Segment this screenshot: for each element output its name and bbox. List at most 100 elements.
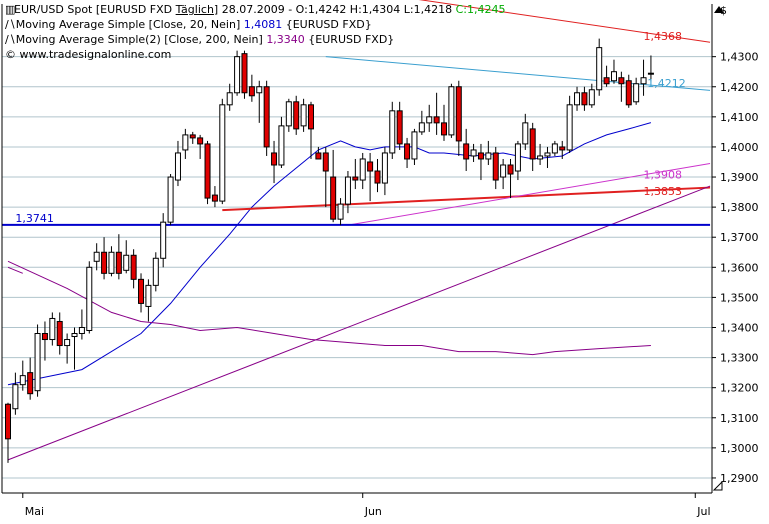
- candle-body: [448, 86, 455, 136]
- y-tick-label: 1,4200: [720, 81, 759, 94]
- legend-ma200-value: 1,3340: [266, 33, 305, 46]
- candle: [537, 143, 544, 165]
- candle-body: [27, 372, 34, 395]
- candle-body: [381, 152, 388, 184]
- candle-body: [64, 339, 71, 347]
- candle: [477, 143, 484, 181]
- candle: [625, 74, 632, 108]
- candle-body: [507, 164, 514, 175]
- candle: [610, 59, 617, 84]
- candle: [41, 321, 48, 361]
- candle: [322, 146, 329, 208]
- candle-body: [19, 375, 26, 386]
- candle: [426, 104, 433, 132]
- candle-body: [344, 176, 351, 205]
- candle: [588, 83, 595, 108]
- trendlines: [2, 0, 711, 461]
- candle-body: [647, 72, 654, 75]
- candle-body: [108, 251, 115, 274]
- candle-body: [574, 92, 581, 106]
- ma200-line: [7, 260, 651, 356]
- candle: [307, 101, 314, 159]
- candle: [596, 38, 603, 96]
- candlestick-icon: ▥: [5, 3, 16, 16]
- candle-body: [307, 104, 314, 130]
- candle: [381, 146, 388, 196]
- candle: [152, 252, 159, 292]
- candle-body: [248, 86, 255, 97]
- candle-body: [86, 266, 93, 332]
- scroll-up-icon: [714, 6, 724, 13]
- candle: [441, 104, 448, 141]
- candle: [78, 309, 85, 340]
- candle: [101, 237, 108, 280]
- candle-body: [492, 152, 499, 181]
- candle: [411, 128, 418, 165]
- candle: [256, 80, 263, 123]
- candle-body: [293, 101, 300, 130]
- candle: [64, 333, 71, 364]
- candle-body: [367, 161, 374, 172]
- candle-body: [56, 320, 63, 347]
- candles: [5, 38, 654, 463]
- candle-body: [581, 92, 588, 106]
- price-annotation: 1,3908: [644, 169, 683, 182]
- candle: [544, 146, 551, 169]
- candle: [145, 279, 152, 322]
- candle: [285, 98, 292, 132]
- candle-body: [463, 143, 470, 160]
- candle: [115, 234, 122, 280]
- candle: [551, 140, 558, 156]
- legend-ma20: ∕∖Moving Average Simple [Close, 20, Nein…: [5, 18, 372, 31]
- trendline: [7, 266, 23, 274]
- candle-body: [640, 77, 647, 85]
- y-tick-label: 1,3600: [720, 261, 759, 274]
- candle-body: [404, 143, 411, 160]
- candle: [174, 140, 181, 187]
- candle-body: [618, 77, 625, 85]
- candle-body: [93, 251, 100, 262]
- line-icon: ∕∖: [5, 33, 16, 46]
- candle-body: [152, 257, 159, 286]
- candle-body: [41, 333, 48, 341]
- candle: [396, 101, 403, 150]
- candle-body: [485, 152, 492, 160]
- trendline: [325, 56, 711, 91]
- candle-body: [514, 143, 521, 172]
- candle-body: [167, 176, 174, 223]
- legend-ma20-value: 1,4081: [243, 18, 283, 31]
- candle: [27, 357, 34, 400]
- candle-body: [34, 333, 41, 392]
- candle-body: [500, 164, 507, 178]
- candle-body: [470, 149, 477, 157]
- candle: [182, 128, 189, 159]
- candle: [160, 213, 167, 268]
- annotations: 1,4368 1,4212 1,3908 1,3853 1,3741: [15, 30, 685, 225]
- candle-body: [71, 333, 78, 338]
- y-tick-label: 1,3100: [720, 412, 759, 425]
- candle-body: [285, 101, 292, 127]
- candle-body: [138, 278, 145, 304]
- legend-instrument-ohlc: ] 28.07.2009 - O:1,4242 H:1,4304 L:1,421…: [213, 3, 456, 16]
- candle-body: [596, 47, 603, 91]
- candle-body: [352, 176, 359, 181]
- candle-body: [544, 152, 551, 157]
- candle-body: [300, 104, 307, 127]
- y-tick-label: 1,2900: [720, 472, 759, 485]
- candle: [204, 140, 211, 205]
- candle: [34, 324, 41, 397]
- candle-body: [263, 86, 270, 148]
- candle: [71, 327, 78, 370]
- candle: [211, 186, 218, 208]
- candle: [352, 158, 359, 190]
- copyright-text: © www.tradesignalonline.com: [5, 48, 172, 61]
- price-annotation: 1,3853: [644, 185, 683, 198]
- candle: [640, 59, 647, 96]
- candle-body: [522, 122, 529, 145]
- candle: [522, 113, 529, 150]
- candle-body: [537, 155, 544, 160]
- y-tick-label: 1,3000: [720, 442, 759, 455]
- candle: [12, 372, 19, 415]
- candle-body: [477, 152, 484, 160]
- candle: [49, 312, 56, 346]
